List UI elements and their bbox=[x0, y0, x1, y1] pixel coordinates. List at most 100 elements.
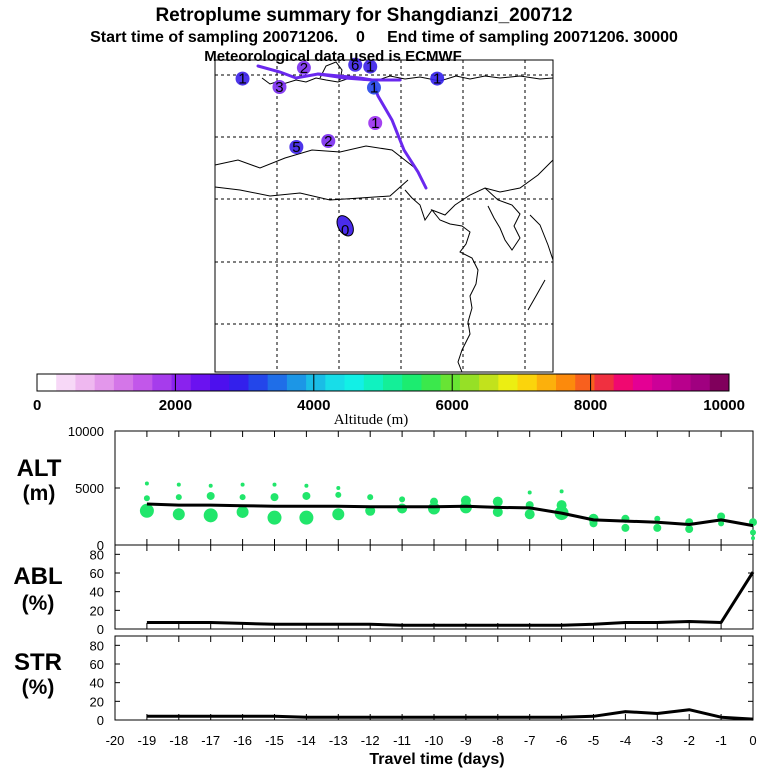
cluster-marker bbox=[235, 71, 250, 86]
alt-cluster-point bbox=[717, 512, 726, 521]
str-x-tick-labels: -20 -19 -18 -17 -16 -15 -14 -13 -12 -11 -10 -9 -8 -7-… bbox=[106, 733, 757, 748]
colorbar-tick-label: 0 bbox=[33, 397, 41, 414]
y-tick-label: 5000 bbox=[75, 481, 104, 496]
colorbar-cell bbox=[575, 374, 595, 391]
alt-mean-line bbox=[146, 502, 754, 528]
alt-cluster-point bbox=[397, 503, 408, 514]
alt-cluster-point bbox=[208, 483, 213, 488]
colorbar-tick-label: 4000 bbox=[297, 397, 330, 414]
colorbar-tick-label: 2000 bbox=[159, 397, 192, 414]
alt-cluster-point bbox=[172, 508, 185, 521]
y-tick-label: 40 bbox=[90, 676, 104, 691]
y-tick-label: 60 bbox=[90, 657, 104, 672]
colorbar-cell bbox=[556, 374, 576, 391]
colorbar-cell bbox=[421, 374, 442, 391]
cluster-marker bbox=[272, 80, 287, 94]
y-tick-label: 60 bbox=[90, 566, 104, 581]
cluster-marker bbox=[430, 71, 445, 86]
x-tick-label: -8 bbox=[492, 733, 504, 748]
x-tick-label: -4 bbox=[620, 733, 632, 748]
cluster-marker bbox=[348, 57, 363, 72]
abl-panel-frame bbox=[114, 544, 754, 630]
y-tick-label: 20 bbox=[90, 603, 104, 618]
alt-series-line bbox=[146, 502, 754, 528]
x-tick-label: -7 bbox=[524, 733, 536, 748]
alt-cluster-point bbox=[176, 482, 181, 487]
met-data-label: Meteorological data used is ECMWF bbox=[204, 48, 462, 65]
map-gridlines bbox=[215, 60, 553, 372]
cluster-marker bbox=[368, 116, 383, 130]
sampling-times: Start time of sampling 20071206. 0 End t… bbox=[90, 29, 678, 46]
colorbar-cell bbox=[344, 374, 365, 391]
abl-panel-label: ABL bbox=[13, 563, 62, 590]
x-tick-label: -5 bbox=[588, 733, 600, 748]
alt-panel-label: ALT bbox=[17, 455, 62, 482]
cluster-label: 2 bbox=[300, 60, 308, 77]
alt-cluster-point bbox=[175, 494, 182, 501]
colorbar-cell bbox=[517, 374, 538, 391]
x-tick-label: 0 bbox=[749, 733, 756, 748]
colorbar-cell bbox=[133, 374, 153, 391]
cluster-label: 6 bbox=[351, 57, 359, 74]
x-tick-label: -16 bbox=[233, 733, 252, 748]
colorbar-cell bbox=[383, 374, 403, 391]
alt-cluster-point bbox=[332, 508, 345, 521]
alt-cluster-point bbox=[653, 523, 662, 532]
alt-cluster-point bbox=[559, 489, 564, 494]
str-series-line bbox=[146, 708, 754, 721]
alt-cluster-point bbox=[654, 515, 661, 522]
x-tick-label: -17 bbox=[201, 733, 220, 748]
alt-cluster-point bbox=[139, 503, 154, 518]
colorbar-cell bbox=[594, 374, 615, 391]
alt-cluster-point bbox=[336, 486, 341, 490]
colorbar-cell bbox=[652, 374, 672, 391]
x-tick-label: -2 bbox=[683, 733, 695, 748]
x-tick-label: -11 bbox=[393, 733, 411, 748]
str-line bbox=[146, 708, 754, 721]
colorbar-cell bbox=[632, 374, 653, 391]
colorbar-tick-label: 6000 bbox=[436, 397, 469, 414]
border-line-1 bbox=[214, 145, 416, 169]
y-tick-label: 40 bbox=[90, 585, 104, 600]
y-tick-label: 80 bbox=[90, 547, 104, 562]
alt-cluster-point bbox=[751, 536, 755, 541]
colorbar-label: Altitude (m) bbox=[334, 412, 409, 428]
colorbar-cell bbox=[248, 374, 269, 391]
alt-cluster-point bbox=[240, 482, 245, 487]
x-tick-label: -6 bbox=[556, 733, 568, 748]
alt-cluster-point bbox=[302, 491, 311, 500]
cluster-marker bbox=[321, 134, 336, 148]
coastline-peninsula bbox=[319, 61, 343, 81]
alt-cluster-point bbox=[430, 497, 438, 506]
x-tick-label: -13 bbox=[329, 733, 348, 748]
colorbar-tick-label: 8000 bbox=[574, 397, 607, 414]
colorbar-tick-label: 10000 bbox=[703, 397, 745, 414]
alt-cluster-point bbox=[750, 529, 756, 536]
colorbar-cell bbox=[171, 374, 192, 391]
y-tick-label: 80 bbox=[90, 638, 104, 653]
cluster-label: 0 bbox=[341, 222, 349, 239]
colorbar-cell bbox=[613, 374, 634, 391]
alt-cluster-points bbox=[139, 481, 757, 541]
korea-coast bbox=[484, 187, 521, 251]
str-panel-frame bbox=[114, 635, 754, 721]
colorbar-cell bbox=[671, 374, 692, 391]
figure-title: Retroplume summary for Shangdianzi_20071… bbox=[155, 5, 572, 26]
alt-panel-unit: (m) bbox=[23, 482, 56, 505]
abl-line bbox=[146, 571, 755, 627]
map-frame bbox=[214, 59, 554, 373]
alt-cluster-point bbox=[299, 510, 314, 525]
colorbar-cell bbox=[37, 374, 57, 391]
cluster-label: 1 bbox=[370, 80, 378, 97]
alt-cluster-point bbox=[621, 523, 630, 532]
colorbar-cell bbox=[113, 374, 134, 391]
alt-cluster-point bbox=[367, 494, 374, 501]
alt-cluster-point bbox=[492, 496, 503, 507]
cluster-marker bbox=[296, 60, 311, 75]
str-panel-unit: (%) bbox=[22, 676, 55, 699]
cluster-marker bbox=[289, 140, 304, 154]
